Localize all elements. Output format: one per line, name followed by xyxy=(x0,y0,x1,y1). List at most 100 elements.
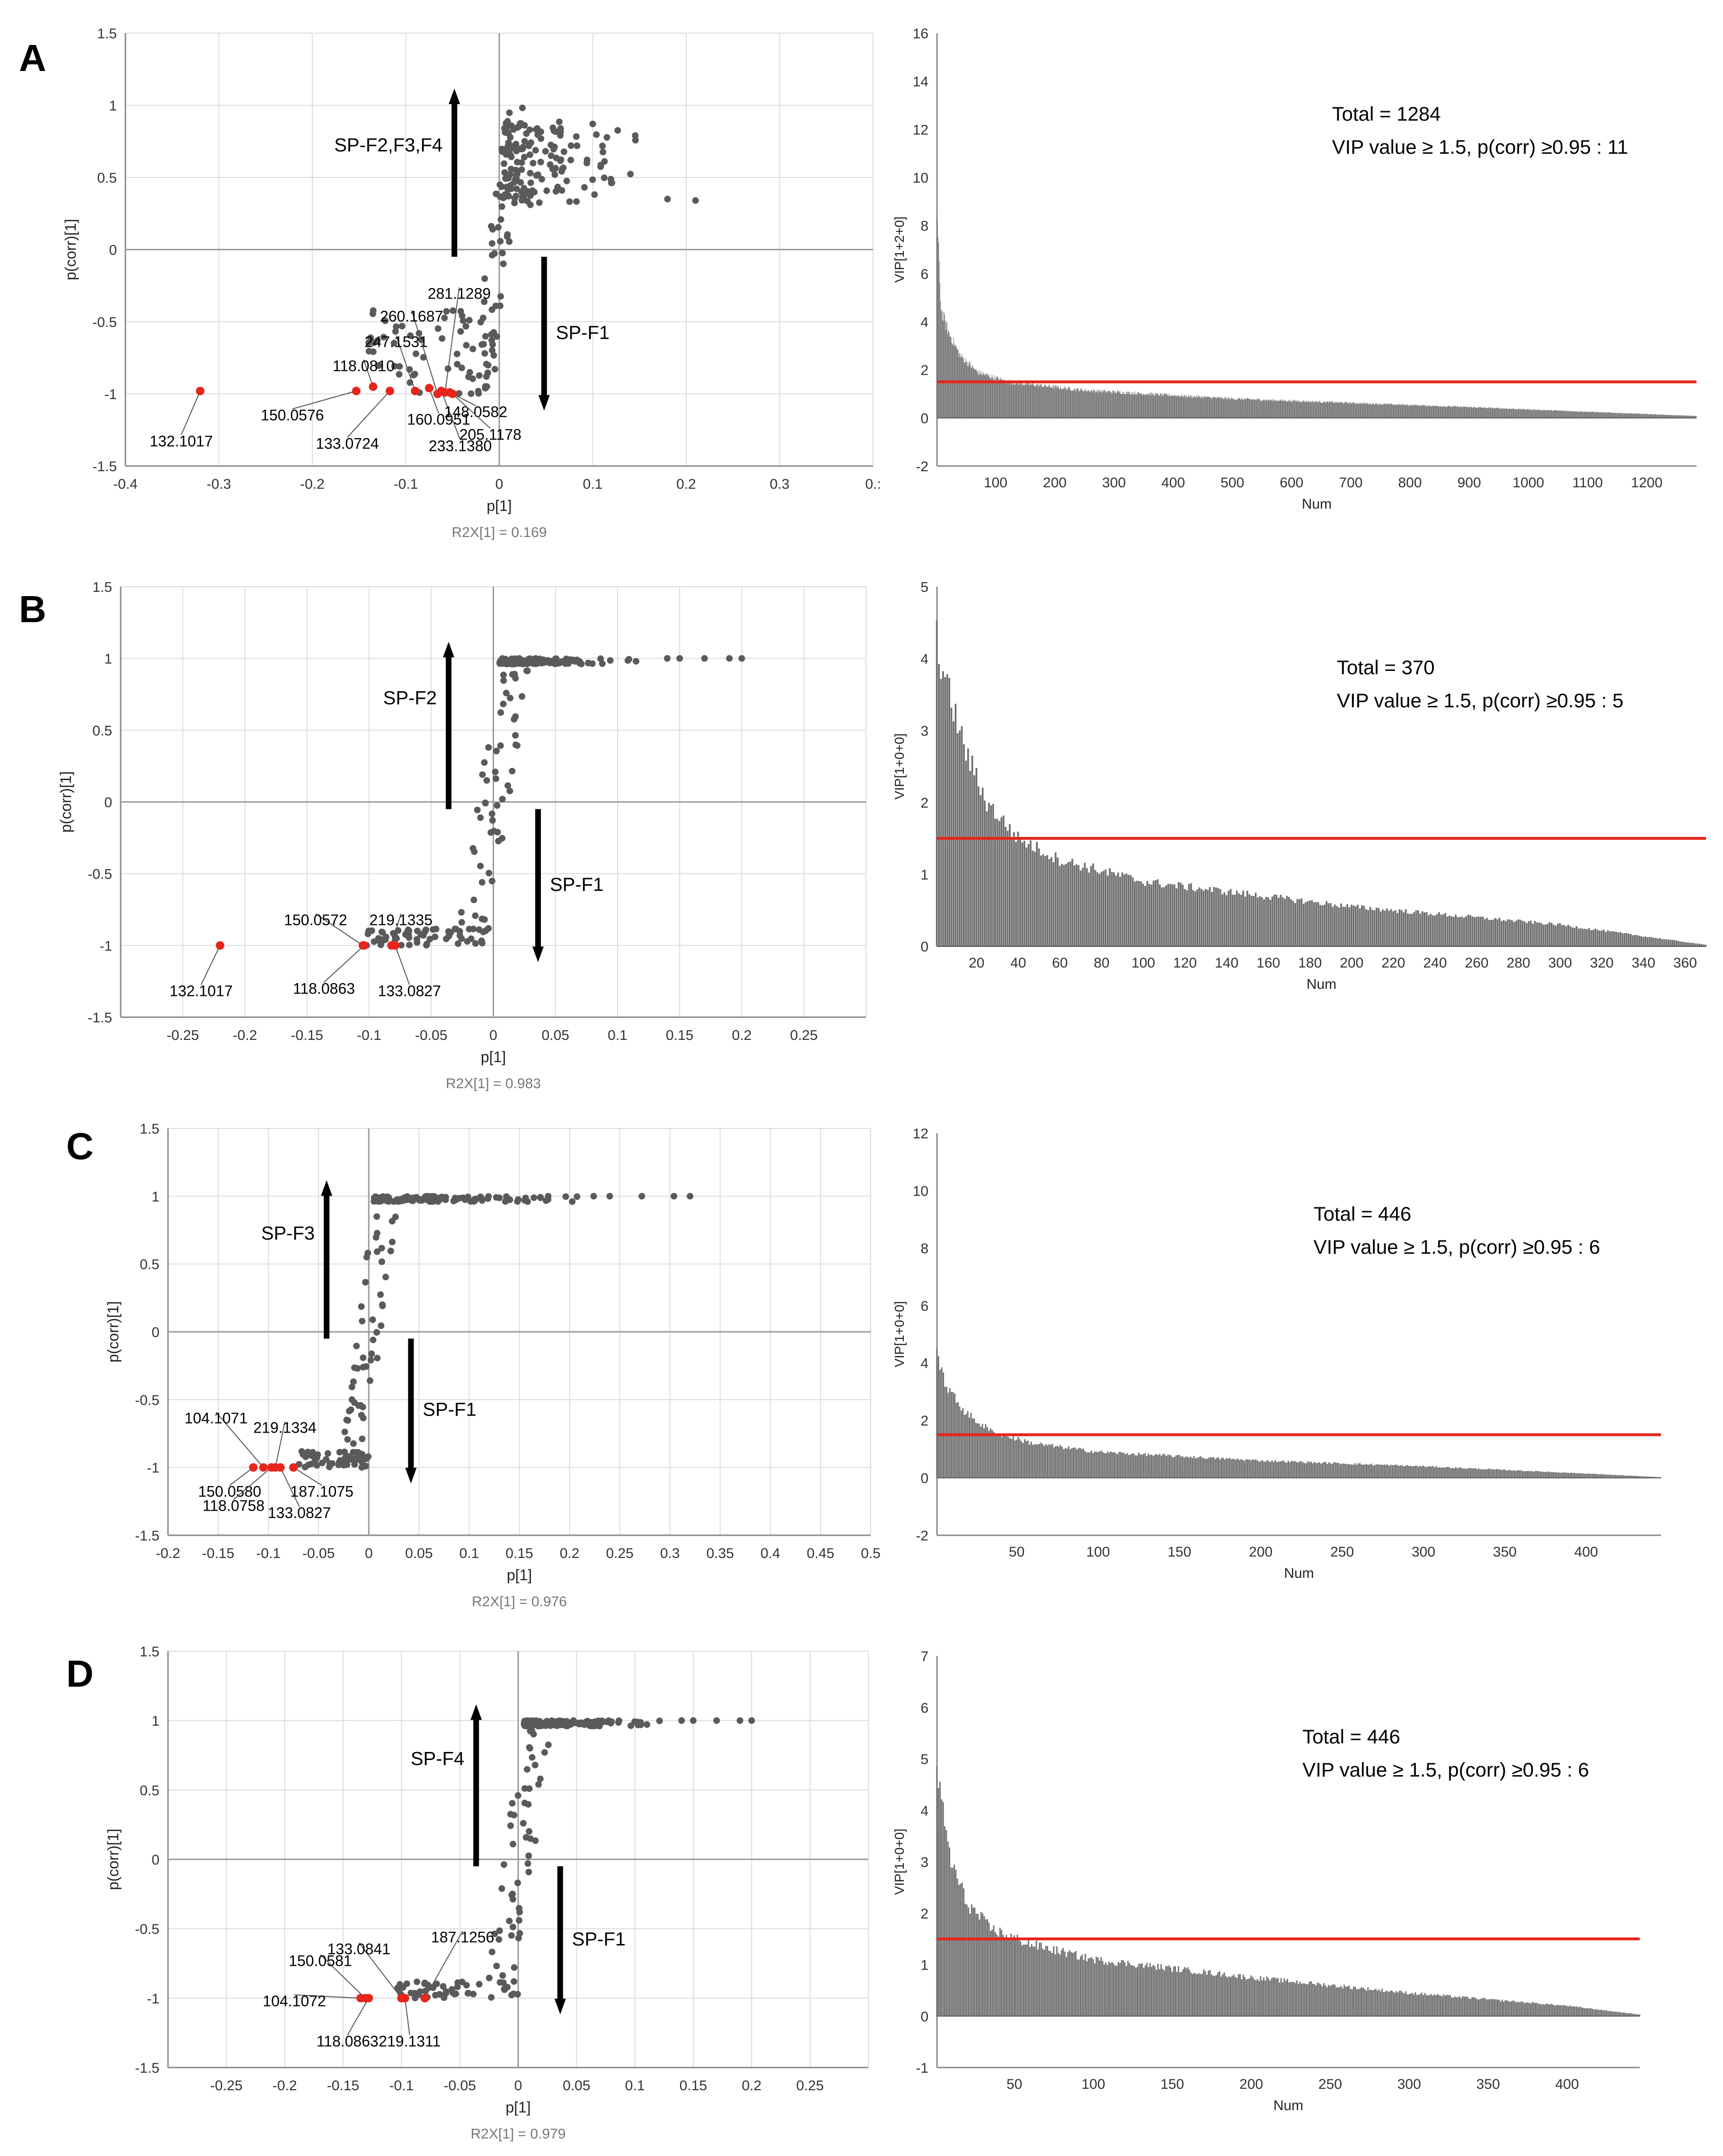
data-point xyxy=(382,1274,389,1281)
data-point xyxy=(525,1852,532,1859)
vip-bar xyxy=(941,1367,943,1478)
vip-bar xyxy=(1023,841,1025,946)
vip-bar xyxy=(1204,1459,1206,1478)
point-leader-line xyxy=(280,1467,300,1507)
vip-bar xyxy=(1527,1470,1529,1478)
data-point xyxy=(514,1792,521,1799)
vip-bars xyxy=(937,214,1697,418)
vip-bar xyxy=(1260,1976,1262,2016)
point-mz-label: 150.0576 xyxy=(261,406,324,423)
highlighted-point xyxy=(216,941,224,950)
vip-bar xyxy=(1441,406,1442,418)
vip-bar xyxy=(991,1929,993,2016)
vip-bar xyxy=(1256,1979,1258,2016)
vip-bar xyxy=(1053,385,1054,418)
data-point xyxy=(469,345,477,352)
vip-bar xyxy=(1652,1477,1654,1478)
vip-bar xyxy=(1190,1456,1192,1478)
vip-bar xyxy=(1110,392,1111,418)
vip-bar xyxy=(1483,408,1484,418)
vip-bar xyxy=(1263,899,1265,946)
vip-bar xyxy=(1530,2004,1531,2016)
vip-bar xyxy=(941,1799,943,2016)
vip-bar xyxy=(1690,942,1692,946)
vip-bar xyxy=(1345,1987,1347,2016)
vip-bar xyxy=(1548,922,1551,946)
vip-bar xyxy=(1152,1965,1154,2016)
vip-bar xyxy=(1463,917,1465,946)
y-tick-label: 0 xyxy=(104,795,112,810)
x-tick-label: -0.15 xyxy=(291,1028,323,1043)
vip-bar xyxy=(1370,404,1371,418)
vip-bar xyxy=(958,1884,960,2016)
point-mz-label: 148.0582 xyxy=(444,403,507,420)
vip-bar xyxy=(1163,887,1165,946)
vip-bar xyxy=(1448,1995,1449,2016)
vip-bar xyxy=(1636,413,1637,418)
data-point xyxy=(490,827,497,835)
vip-bar xyxy=(1352,403,1353,418)
vip-bar xyxy=(1491,1469,1493,1478)
data-point xyxy=(500,260,507,267)
vip-bar xyxy=(1681,415,1682,418)
vip-bar xyxy=(937,1356,939,1478)
vip-bar xyxy=(1017,384,1018,418)
data-point xyxy=(671,1193,678,1200)
vip-bar xyxy=(1346,1464,1348,1478)
x-tick-label: 300 xyxy=(1412,1544,1435,1560)
data-point xyxy=(525,1801,532,1808)
vip-bar xyxy=(1541,1471,1543,1478)
data-point xyxy=(495,837,502,845)
vip-bar xyxy=(1219,1459,1221,1478)
vip-bar xyxy=(1025,1945,1026,2016)
data-point xyxy=(486,870,493,877)
vip-bar xyxy=(1069,387,1070,418)
vip-bar xyxy=(1402,405,1403,418)
vip-bar xyxy=(1561,1472,1563,1478)
vip-bar xyxy=(1202,396,1203,418)
vip-bar xyxy=(1430,914,1432,946)
data-point xyxy=(389,1239,396,1246)
vip-bar xyxy=(1284,401,1285,418)
vip-bar xyxy=(1290,1461,1292,1478)
data-point xyxy=(558,168,565,175)
vip-bar xyxy=(1320,1984,1322,2016)
x-tick-label: 60 xyxy=(1052,955,1068,971)
vip-bar xyxy=(1168,1965,1170,2016)
vip-bar xyxy=(1052,862,1055,946)
vip-bar xyxy=(1597,1474,1599,1478)
vip-bar xyxy=(1610,2011,1612,2016)
vip-bar xyxy=(998,1936,999,2016)
data-point xyxy=(508,153,515,160)
vip-bar xyxy=(1538,1471,1540,1478)
vip-bar xyxy=(944,1387,946,1478)
vip-bar xyxy=(960,1410,962,1478)
vip-bar xyxy=(1550,2004,1552,2016)
vip-bar xyxy=(1087,1452,1089,1478)
vip-bar xyxy=(1182,1969,1184,2016)
vip-bar xyxy=(1626,413,1627,418)
vip-bar xyxy=(1593,1473,1595,1478)
vip-bar xyxy=(1531,2002,1533,2016)
data-point xyxy=(350,1440,357,1447)
vip-bar xyxy=(1194,1458,1196,1478)
vip-bar xyxy=(1662,414,1663,418)
vip-bar xyxy=(1359,1988,1361,2016)
vip-bar xyxy=(1671,414,1672,418)
data-point xyxy=(501,1985,508,1992)
y-tick-label: -1.5 xyxy=(135,1528,159,1544)
vip-bar xyxy=(1486,1469,1488,1478)
vip-bar xyxy=(1521,409,1522,418)
vip-bar xyxy=(1603,929,1605,946)
vip-bar xyxy=(1148,1967,1149,2016)
vip-bar xyxy=(1506,408,1507,418)
vip-bar xyxy=(1439,1467,1440,1478)
vip-bar xyxy=(1351,905,1352,946)
x-tick-label: 100 xyxy=(1086,1544,1110,1560)
vip-bar xyxy=(1267,897,1269,946)
vip-bar xyxy=(1559,411,1560,418)
vip-bar xyxy=(1113,1963,1114,2016)
vip-bar xyxy=(1446,1995,1448,2016)
x-tick-label: 280 xyxy=(1507,955,1530,971)
data-point xyxy=(369,310,376,317)
